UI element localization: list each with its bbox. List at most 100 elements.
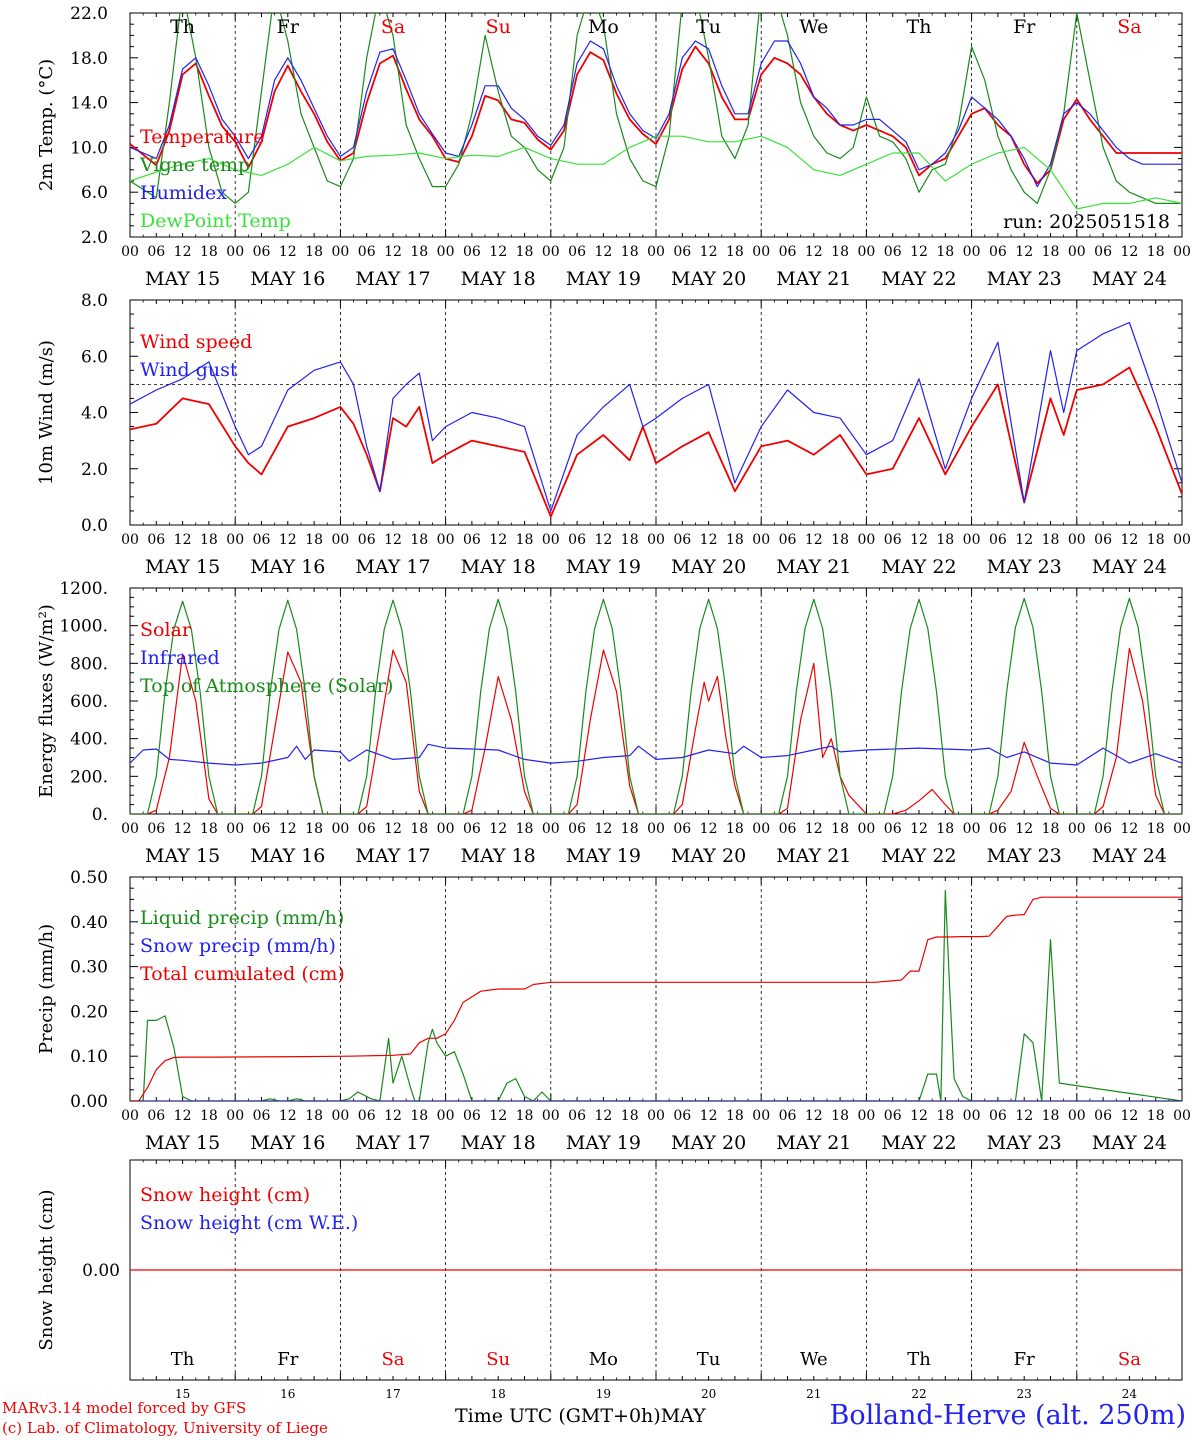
hour-tick-label: 12 [1015,532,1033,548]
hour-tick-label: 00 [857,532,875,548]
panel-2: 0.0 2.0 4.0 6.0 8.0 10m Wind (m/s) Wind speed W… [36,291,1191,578]
lab-credit: (c) Lab. of Climatology, University of L… [2,1419,328,1437]
day-number-label: 24 [1122,1387,1138,1401]
hour-tick-label: 12 [1120,244,1138,260]
day-label: MAY 21 [776,845,851,867]
hour-tick-label: 18 [1042,821,1060,837]
hour-tick-label: 18 [410,821,428,837]
weekday-label-top: Tu [696,16,721,38]
weekday-label-top: Mo [588,16,619,38]
hour-tick-label: 06 [884,821,902,837]
hour-tick-label: 00 [226,821,244,837]
day-label: MAY 23 [987,268,1062,290]
hour-tick-label: 18 [621,1108,639,1124]
hour-tick-label: 12 [700,244,718,260]
hour-tick-label: 12 [174,244,192,260]
day-label: MAY 23 [987,556,1062,578]
hour-tick-label: 06 [673,244,691,260]
hour-tick-label: 18 [726,532,744,548]
panel-3: 0. 200. 400. 600. 800. 1000. 1200.Energy fluxe… [36,579,1191,867]
hour-tick-label: 12 [805,244,823,260]
hour-tick-label: 00 [647,244,665,260]
day-number-label: 15 [175,1387,190,1401]
day-label: MAY 17 [355,1132,430,1154]
y-axis-label: 10m Wind (m/s) [36,340,57,485]
day-number-label: 20 [701,1387,716,1401]
series-line [130,135,1182,210]
day-label: MAY 20 [671,268,746,290]
y-axis-label: Energy fluxes (W/m²) [36,604,57,798]
series-line [130,13,1182,204]
weekday-label-top: Fr [277,16,300,38]
day-label: MAY 21 [776,1132,851,1154]
hour-tick-label: 18 [410,532,428,548]
y-tick-label: 8.0 [81,291,108,311]
panel-5: 0.00 Snow height (cm) Snow height (cm) Snow… [36,1159,1183,1381]
hour-tick-label: 00 [437,821,455,837]
series-line [130,743,1182,766]
hour-tick-label: 06 [779,532,797,548]
weekday-label-bottom: Fr [277,1349,298,1370]
hour-tick-label: 06 [1094,244,1112,260]
y-axis-label: Precip (mm/h) [36,924,57,1054]
hour-tick-label: 18 [516,1108,534,1124]
weekday-label-bottom: Tu [697,1349,721,1370]
series-line [130,597,1182,814]
hour-tick-label: 06 [253,244,271,260]
y-tick-label: 0. [92,805,108,825]
day-label: MAY 15 [145,556,220,578]
hour-tick-label: 00 [331,244,349,260]
day-label: MAY 17 [355,556,430,578]
hour-tick-label: 00 [437,244,455,260]
run-annotation: run: 2025051518 [1003,211,1170,233]
hour-tick-label: 00 [752,244,770,260]
hour-tick-label: 12 [489,532,507,548]
hour-tick-label: 06 [147,1108,165,1124]
y-tick-label: 1200. [59,579,108,599]
hour-tick-label: 12 [805,821,823,837]
time-axis-label: Time UTC (GMT+0h)MAY [455,1405,706,1427]
hour-tick-label: 00 [331,532,349,548]
y-tick-label: 0.00 [70,1092,108,1112]
y-tick-label: 14.0 [70,94,108,114]
day-label: MAY 24 [1092,556,1167,578]
day-label: MAY 18 [461,556,536,578]
panel-4: 0.00 0.10 0.20 0.30 0.40 0.50 Precip (mm/h) Liq… [36,868,1191,1154]
hour-tick-label: 12 [174,532,192,548]
day-label: MAY 15 [145,1132,220,1154]
y-tick-label: 400. [70,730,108,750]
weekday-label-bottom: Th [907,1349,931,1370]
hour-tick-label: 18 [621,244,639,260]
hour-tick-label: 00 [752,821,770,837]
series-line [130,321,1182,512]
hour-tick-label: 12 [1015,244,1033,260]
series-line [130,366,1182,518]
hour-tick-label: 12 [594,244,612,260]
hour-tick-label: 18 [1042,532,1060,548]
day-label: MAY 23 [987,845,1062,867]
y-tick-label: 2.0 [81,460,108,480]
day-label: MAY 19 [566,268,641,290]
hour-tick-label: 00 [121,532,139,548]
hour-tick-label: 06 [358,244,376,260]
hour-tick-label: 18 [621,821,639,837]
hour-tick-label: 12 [910,244,928,260]
day-label: MAY 22 [881,1132,956,1154]
hour-tick-label: 18 [516,532,534,548]
hour-tick-label: 06 [989,1108,1007,1124]
hour-tick-label: 06 [673,532,691,548]
hour-tick-label: 12 [1120,532,1138,548]
hour-tick-label: 18 [200,1108,218,1124]
hour-tick-label: 18 [621,532,639,548]
hour-tick-label: 18 [1147,244,1165,260]
hour-tick-label: 00 [121,821,139,837]
day-label: MAY 20 [671,845,746,867]
legend-entry: Wind gust [140,359,238,381]
hour-tick-label: 06 [253,821,271,837]
hour-tick-label: 12 [700,821,718,837]
day-label: MAY 18 [461,1132,536,1154]
hour-tick-label: 06 [147,532,165,548]
day-label: MAY 19 [566,556,641,578]
day-label: MAY 19 [566,845,641,867]
